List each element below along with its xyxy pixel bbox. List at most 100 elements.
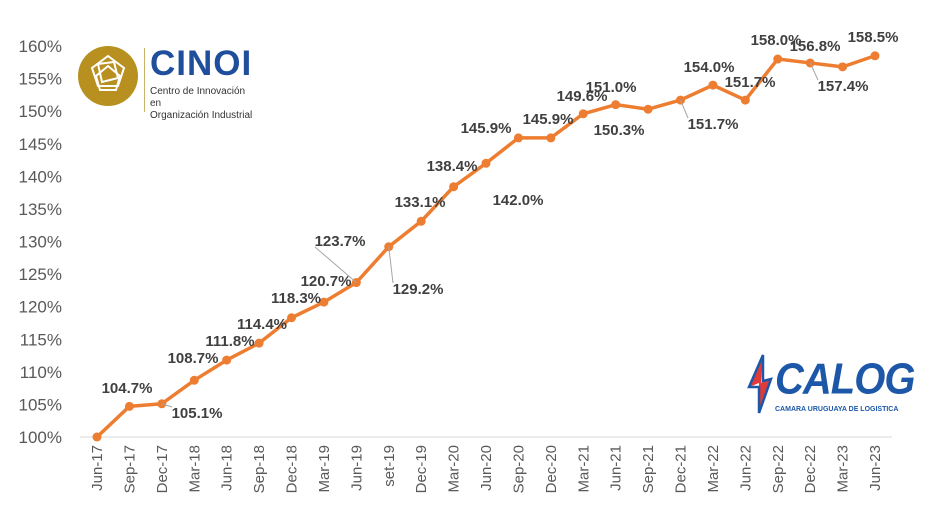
data-label: 158.5% — [848, 29, 899, 46]
calog-title: CALOG — [775, 355, 915, 404]
y-tick-label: 155% — [19, 70, 62, 89]
x-tick-label: Sep-22 — [770, 445, 787, 493]
data-point — [805, 58, 815, 68]
data-label: 129.2% — [393, 281, 444, 298]
cinoi-subtitle: Centro de Innovación en Organización Ind… — [150, 86, 258, 122]
x-tick-label: Sep-20 — [510, 445, 527, 493]
leader-line — [809, 62, 819, 81]
data-point — [773, 54, 783, 64]
data-point — [124, 401, 134, 411]
x-tick-label: Jun-22 — [737, 445, 754, 491]
calog-emblem-icon — [747, 354, 773, 414]
data-point — [643, 104, 653, 114]
data-label: 149.6% — [557, 88, 608, 105]
y-tick-label: 130% — [19, 233, 62, 252]
data-label: 104.7% — [102, 380, 153, 397]
x-tick-label: Jun-23 — [867, 445, 884, 491]
x-tick-label: Dec-21 — [673, 445, 690, 493]
data-point — [481, 158, 491, 168]
x-tick-label: Dec-19 — [413, 445, 430, 493]
x-tick-label: Mar-20 — [446, 445, 463, 493]
x-tick-label: Sep-21 — [640, 445, 657, 493]
data-label: 157.4% — [818, 78, 869, 95]
x-tick-label: Mar-19 — [316, 445, 333, 493]
leader-line — [161, 403, 173, 408]
x-tick-label: Jun-21 — [608, 445, 625, 491]
leader-line — [314, 246, 357, 283]
data-point — [189, 375, 199, 385]
leader-line — [388, 246, 394, 284]
y-tick-label: 145% — [19, 135, 62, 154]
data-label: 154.0% — [684, 59, 735, 76]
data-label: 142.0% — [493, 192, 544, 209]
data-point — [546, 133, 556, 143]
data-point — [319, 297, 329, 307]
leader-line — [680, 99, 689, 119]
x-tick-label: Dec-18 — [284, 445, 301, 493]
data-point — [254, 338, 264, 348]
data-point — [611, 100, 621, 110]
y-tick-label: 105% — [19, 395, 62, 414]
y-tick-label: 135% — [19, 200, 62, 219]
y-tick-label: 125% — [19, 265, 62, 284]
data-point — [449, 182, 459, 192]
data-label: 145.9% — [523, 111, 574, 128]
data-point — [513, 133, 523, 143]
x-tick-label: Dec-20 — [543, 445, 560, 493]
y-tick-label: 115% — [20, 330, 62, 349]
data-label: 105.1% — [172, 405, 223, 422]
data-label: 120.7% — [301, 273, 352, 290]
y-tick-label: 110% — [20, 363, 62, 382]
data-label: 111.8% — [205, 333, 254, 350]
y-tick-label: 140% — [19, 167, 62, 186]
data-label: 114.4% — [237, 316, 287, 333]
data-label: 145.9% — [461, 120, 512, 137]
x-tick-label: Dec-22 — [802, 445, 819, 493]
divider — [144, 48, 145, 112]
data-point — [287, 313, 296, 323]
data-label: 138.4% — [427, 158, 478, 175]
x-tick-label: set-19 — [381, 445, 398, 487]
x-tick-label: Dec-17 — [154, 445, 171, 493]
x-tick-label: Mar-23 — [835, 445, 852, 493]
data-label: 156.8% — [790, 38, 841, 55]
x-tick-label: Jun-19 — [348, 445, 365, 491]
x-tick-label: Sep-18 — [251, 445, 268, 493]
y-tick-label: 120% — [19, 298, 62, 317]
data-point — [92, 432, 102, 442]
cinoi-title: CINOI — [150, 44, 253, 83]
data-point — [222, 355, 232, 365]
data-label: 108.7% — [168, 350, 219, 367]
data-label: 123.7% — [315, 233, 366, 250]
x-tick-label: Sep-17 — [121, 445, 138, 493]
data-label: 151.7% — [688, 116, 739, 133]
cinoi-logo: CINOI Centro de Innovación en Organizaci… — [78, 44, 258, 121]
data-label: 151.7% — [725, 74, 776, 91]
x-tick-label: Mar-18 — [186, 445, 203, 493]
data-point — [838, 62, 848, 72]
data-point — [740, 95, 750, 105]
data-label: 151.0% — [586, 79, 637, 96]
y-tick-label: 160% — [19, 37, 62, 56]
data-point — [708, 80, 718, 90]
x-tick-label: Jun-17 — [89, 445, 106, 491]
data-label: 150.3% — [594, 122, 645, 139]
x-tick-label: Jun-20 — [478, 445, 495, 491]
data-point — [578, 109, 588, 119]
data-point — [870, 51, 880, 61]
x-tick-label: Mar-22 — [705, 445, 722, 493]
data-point — [416, 216, 426, 226]
cinoi-subtitle-line1: Centro de Innovación en — [150, 86, 246, 109]
calog-logo: CALOG CAMARA URUGUAYA DE LOGISTICA — [745, 353, 915, 419]
cinoi-subtitle-line2: Organización Industrial — [150, 110, 253, 121]
data-label: 158.0% — [751, 32, 802, 49]
x-tick-label: Mar-21 — [575, 445, 592, 493]
calog-subtitle: CAMARA URUGUAYA DE LOGISTICA — [775, 406, 899, 413]
x-tick-label: Jun-18 — [219, 445, 236, 491]
y-tick-label: 100% — [19, 428, 62, 447]
data-label: 118.3% — [271, 290, 321, 307]
y-tick-label: 150% — [19, 102, 62, 121]
cinoi-emblem-icon — [78, 46, 138, 106]
data-label: 133.1% — [395, 194, 446, 211]
